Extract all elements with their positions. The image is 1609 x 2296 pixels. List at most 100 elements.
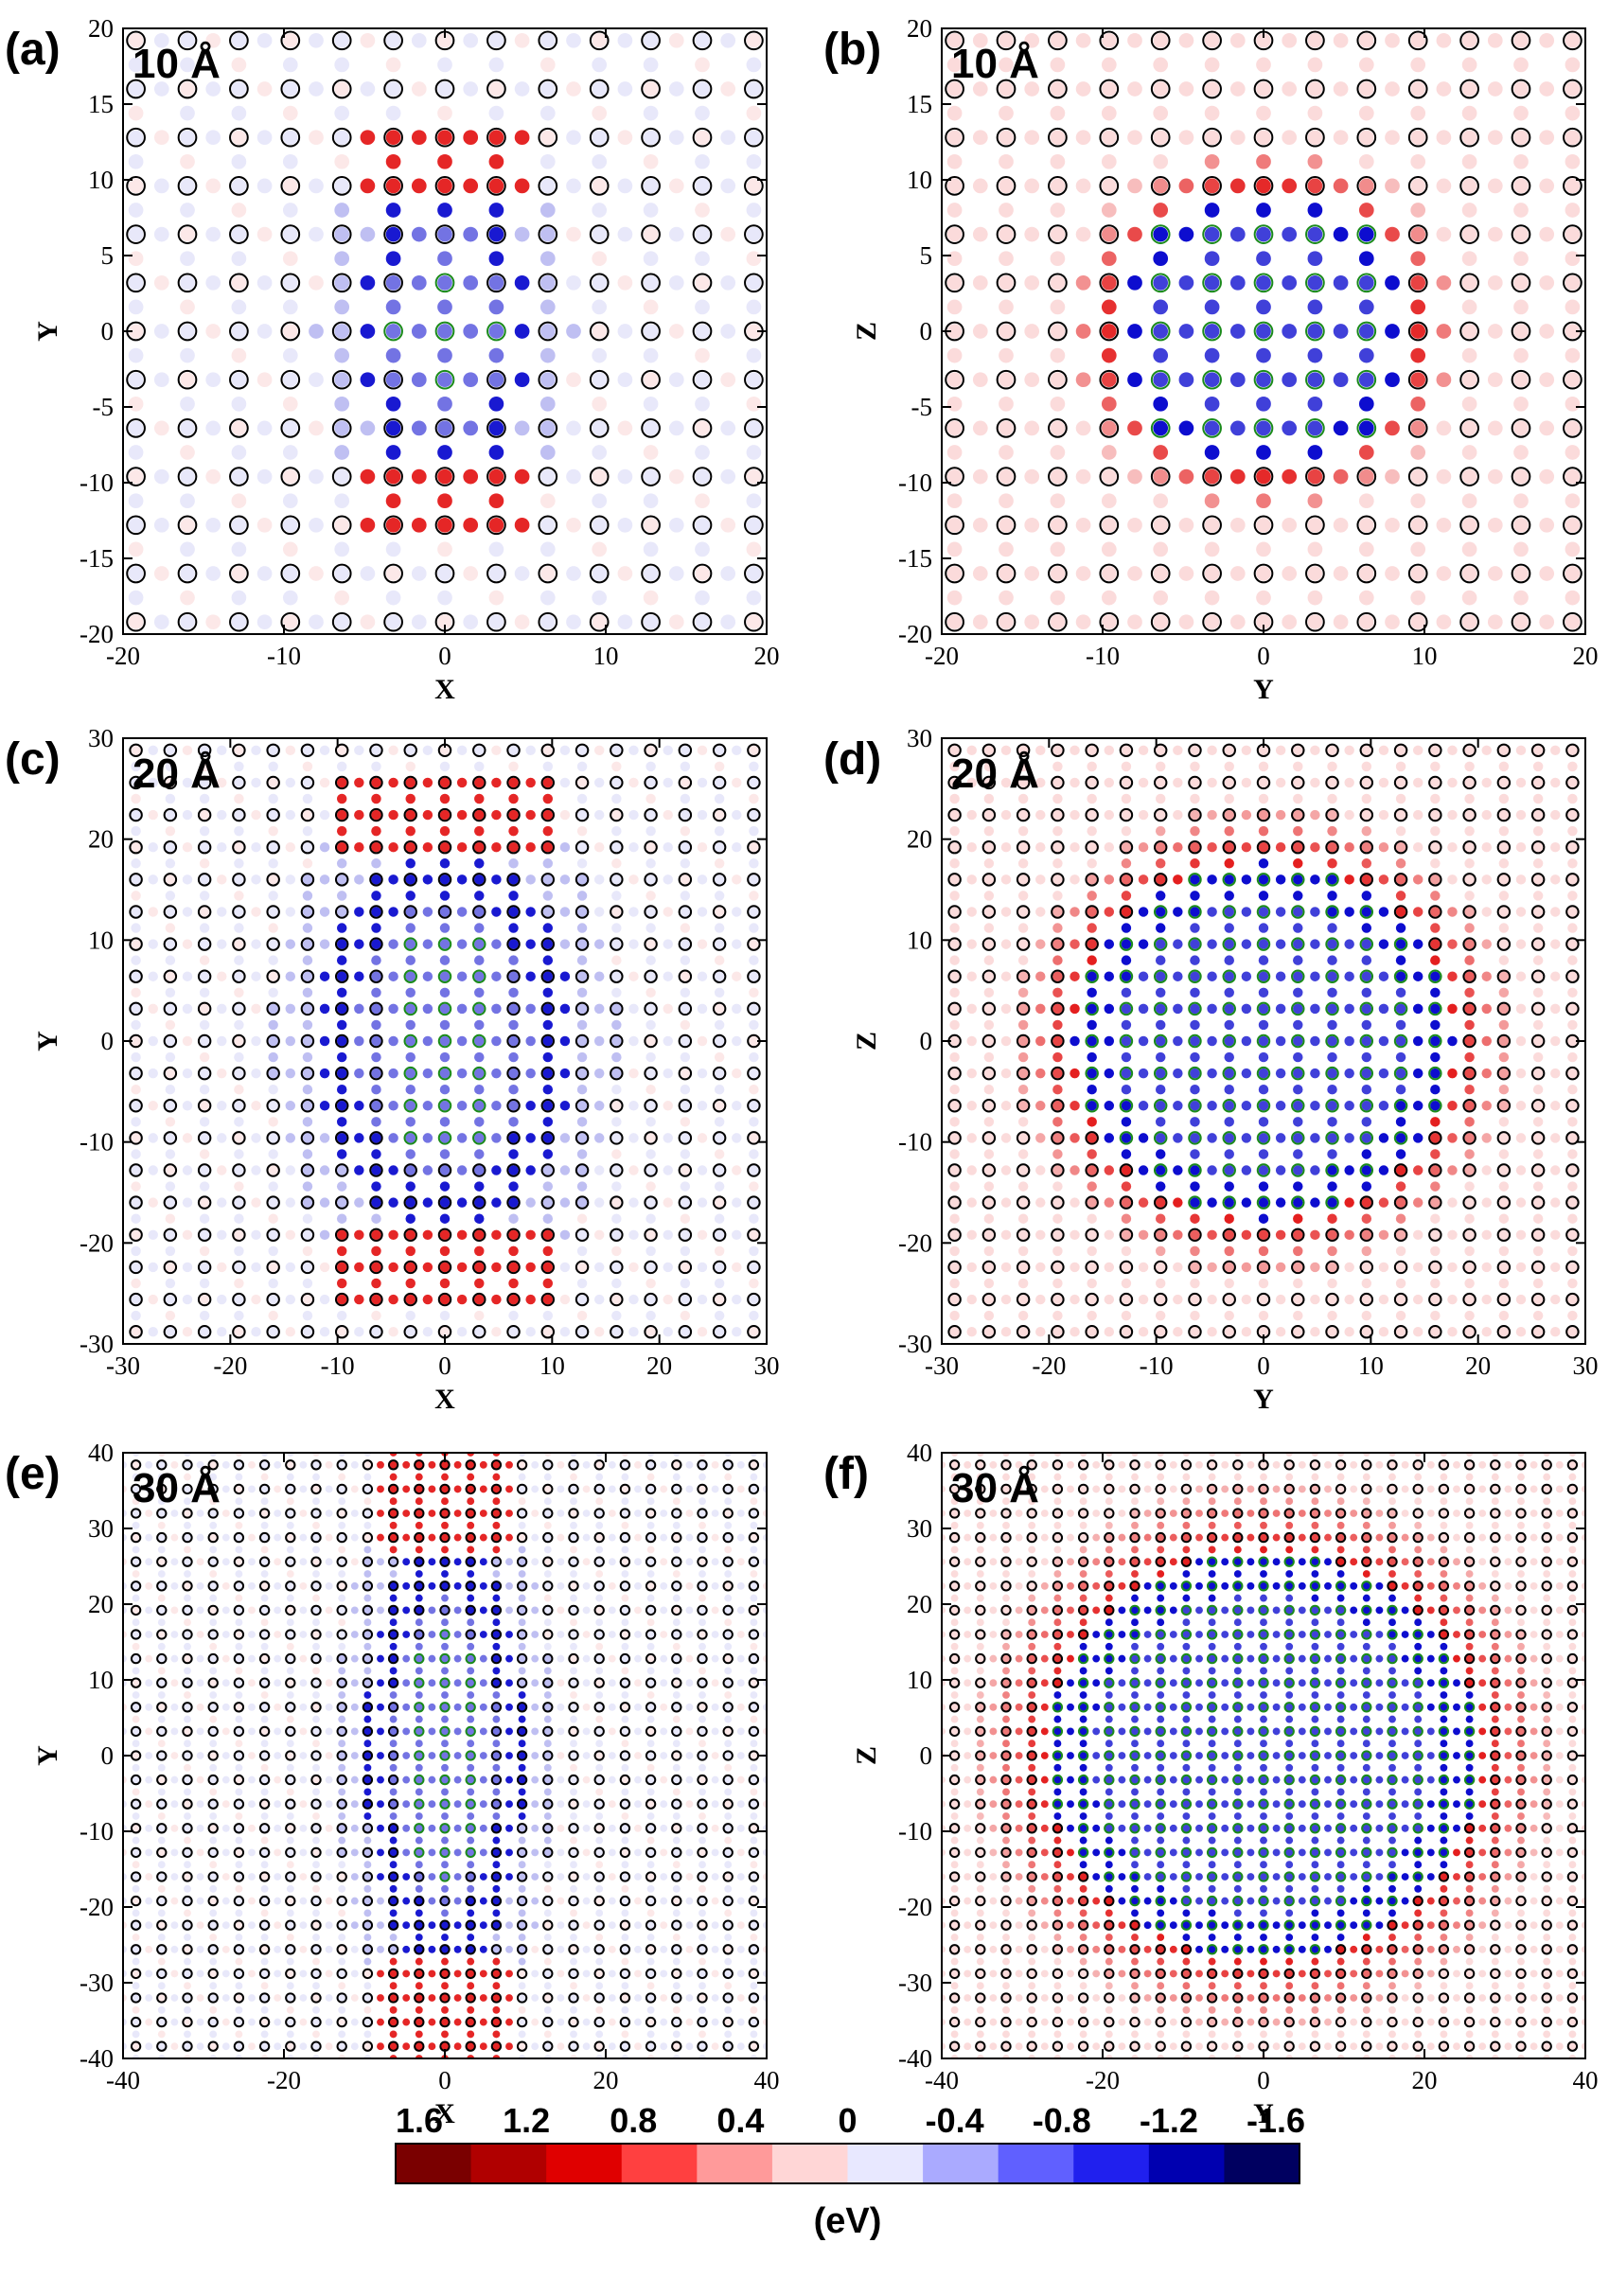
scatter-point [336,858,347,869]
scatter-point [360,517,376,533]
scatter-point [663,971,673,981]
lattice-site [1462,1195,1476,1210]
scatter-point [1050,32,1066,48]
scatter-point [165,809,176,821]
scatter-point [1430,1101,1441,1111]
scatter-point [1327,939,1337,949]
lattice-site [540,969,556,983]
scatter-point [1190,1197,1200,1208]
scatter-point [695,566,710,581]
lattice-site [678,937,693,951]
scatter-point [385,130,401,146]
scatter-point [302,987,313,998]
lattice-site [641,418,661,438]
scatter-point [525,971,536,981]
scatter-point [405,1326,416,1337]
lattice-site [300,1195,315,1210]
scatter-point [542,777,554,788]
scatter-point [231,468,247,485]
scatter-point [720,81,736,97]
lattice-site [129,1195,143,1210]
lattice-site [369,873,383,887]
scatter-point [209,1788,218,1796]
scatter-point [1190,971,1200,981]
scatter-point [1395,1262,1406,1273]
scatter-point [508,1262,519,1273]
scatter-point [1121,1294,1132,1305]
scatter-point [170,2018,179,2026]
scatter-point [1487,517,1503,533]
scatter-point [1190,1262,1200,1273]
lattice-site [1119,1001,1134,1016]
lattice-site [981,969,997,983]
scatter-point [184,1545,191,1554]
scatter-point [1155,1084,1166,1095]
scatter-point [260,1957,269,1966]
scatter-point [268,1310,278,1321]
lattice-site [575,807,590,822]
lattice-site [644,1324,658,1339]
scatter-point [508,971,519,981]
scatter-point [1101,251,1117,267]
scatter-point [1241,907,1252,917]
scatter-point [645,1278,656,1289]
lattice-site [1202,79,1222,99]
lattice-site [538,30,558,51]
scatter-point [1447,874,1458,885]
scatter-point [1017,1229,1029,1241]
lattice-site [300,1033,315,1049]
scatter-point [196,1631,204,1638]
scatter-point [336,1084,347,1095]
scatter-point [405,1294,416,1305]
scatter-point [354,777,364,788]
lattice-site [266,1099,280,1113]
lattice-site [589,176,610,196]
scatter-point [282,274,298,291]
scatter-point [643,493,659,509]
x-tick-label: 30 [754,1351,780,1380]
scatter-point [1017,923,1029,933]
scatter-point [1087,841,1097,853]
scatter-point [1173,1133,1183,1143]
lattice-site [163,1033,178,1049]
lattice-site [300,1131,315,1145]
lattice-site [1496,905,1512,919]
scatter-point [128,347,144,363]
scatter-point [1052,745,1063,756]
lattice-site [1356,418,1377,438]
scatter-point [539,420,556,436]
lattice-site [1016,839,1031,855]
scatter-point [153,81,169,97]
scatter-point [539,226,556,242]
scatter-point [1481,1003,1492,1015]
scatter-point [508,1133,519,1143]
lattice-site [644,1099,658,1113]
lattice-site [945,418,964,438]
lattice-site [1119,743,1134,758]
scatter-point [1378,1197,1389,1208]
lattice-site [1563,515,1582,536]
scatter-point [388,1003,398,1015]
scatter-point [260,1921,269,1930]
scatter-point [463,614,479,630]
scatter-point [1035,971,1046,981]
scatter-point [559,1101,571,1111]
scatter-point [1361,1035,1372,1047]
lattice-site [232,1099,246,1113]
scatter-point [234,1197,244,1208]
scatter-point [1052,825,1063,837]
scatter-point [714,1181,725,1192]
scatter-point [231,274,247,291]
lattice-site [486,515,506,536]
scatter-point [1241,1165,1252,1175]
scatter-point [1207,841,1217,853]
lattice-site [1459,563,1479,584]
lattice-site [331,515,352,536]
scatter-point [1358,226,1374,242]
scatter-point [525,1068,536,1079]
scatter-point [1461,445,1477,460]
scatter-point [972,517,988,533]
scatter-point [1256,396,1271,412]
lattice-site [1119,775,1134,790]
scatter-point [131,1229,141,1241]
